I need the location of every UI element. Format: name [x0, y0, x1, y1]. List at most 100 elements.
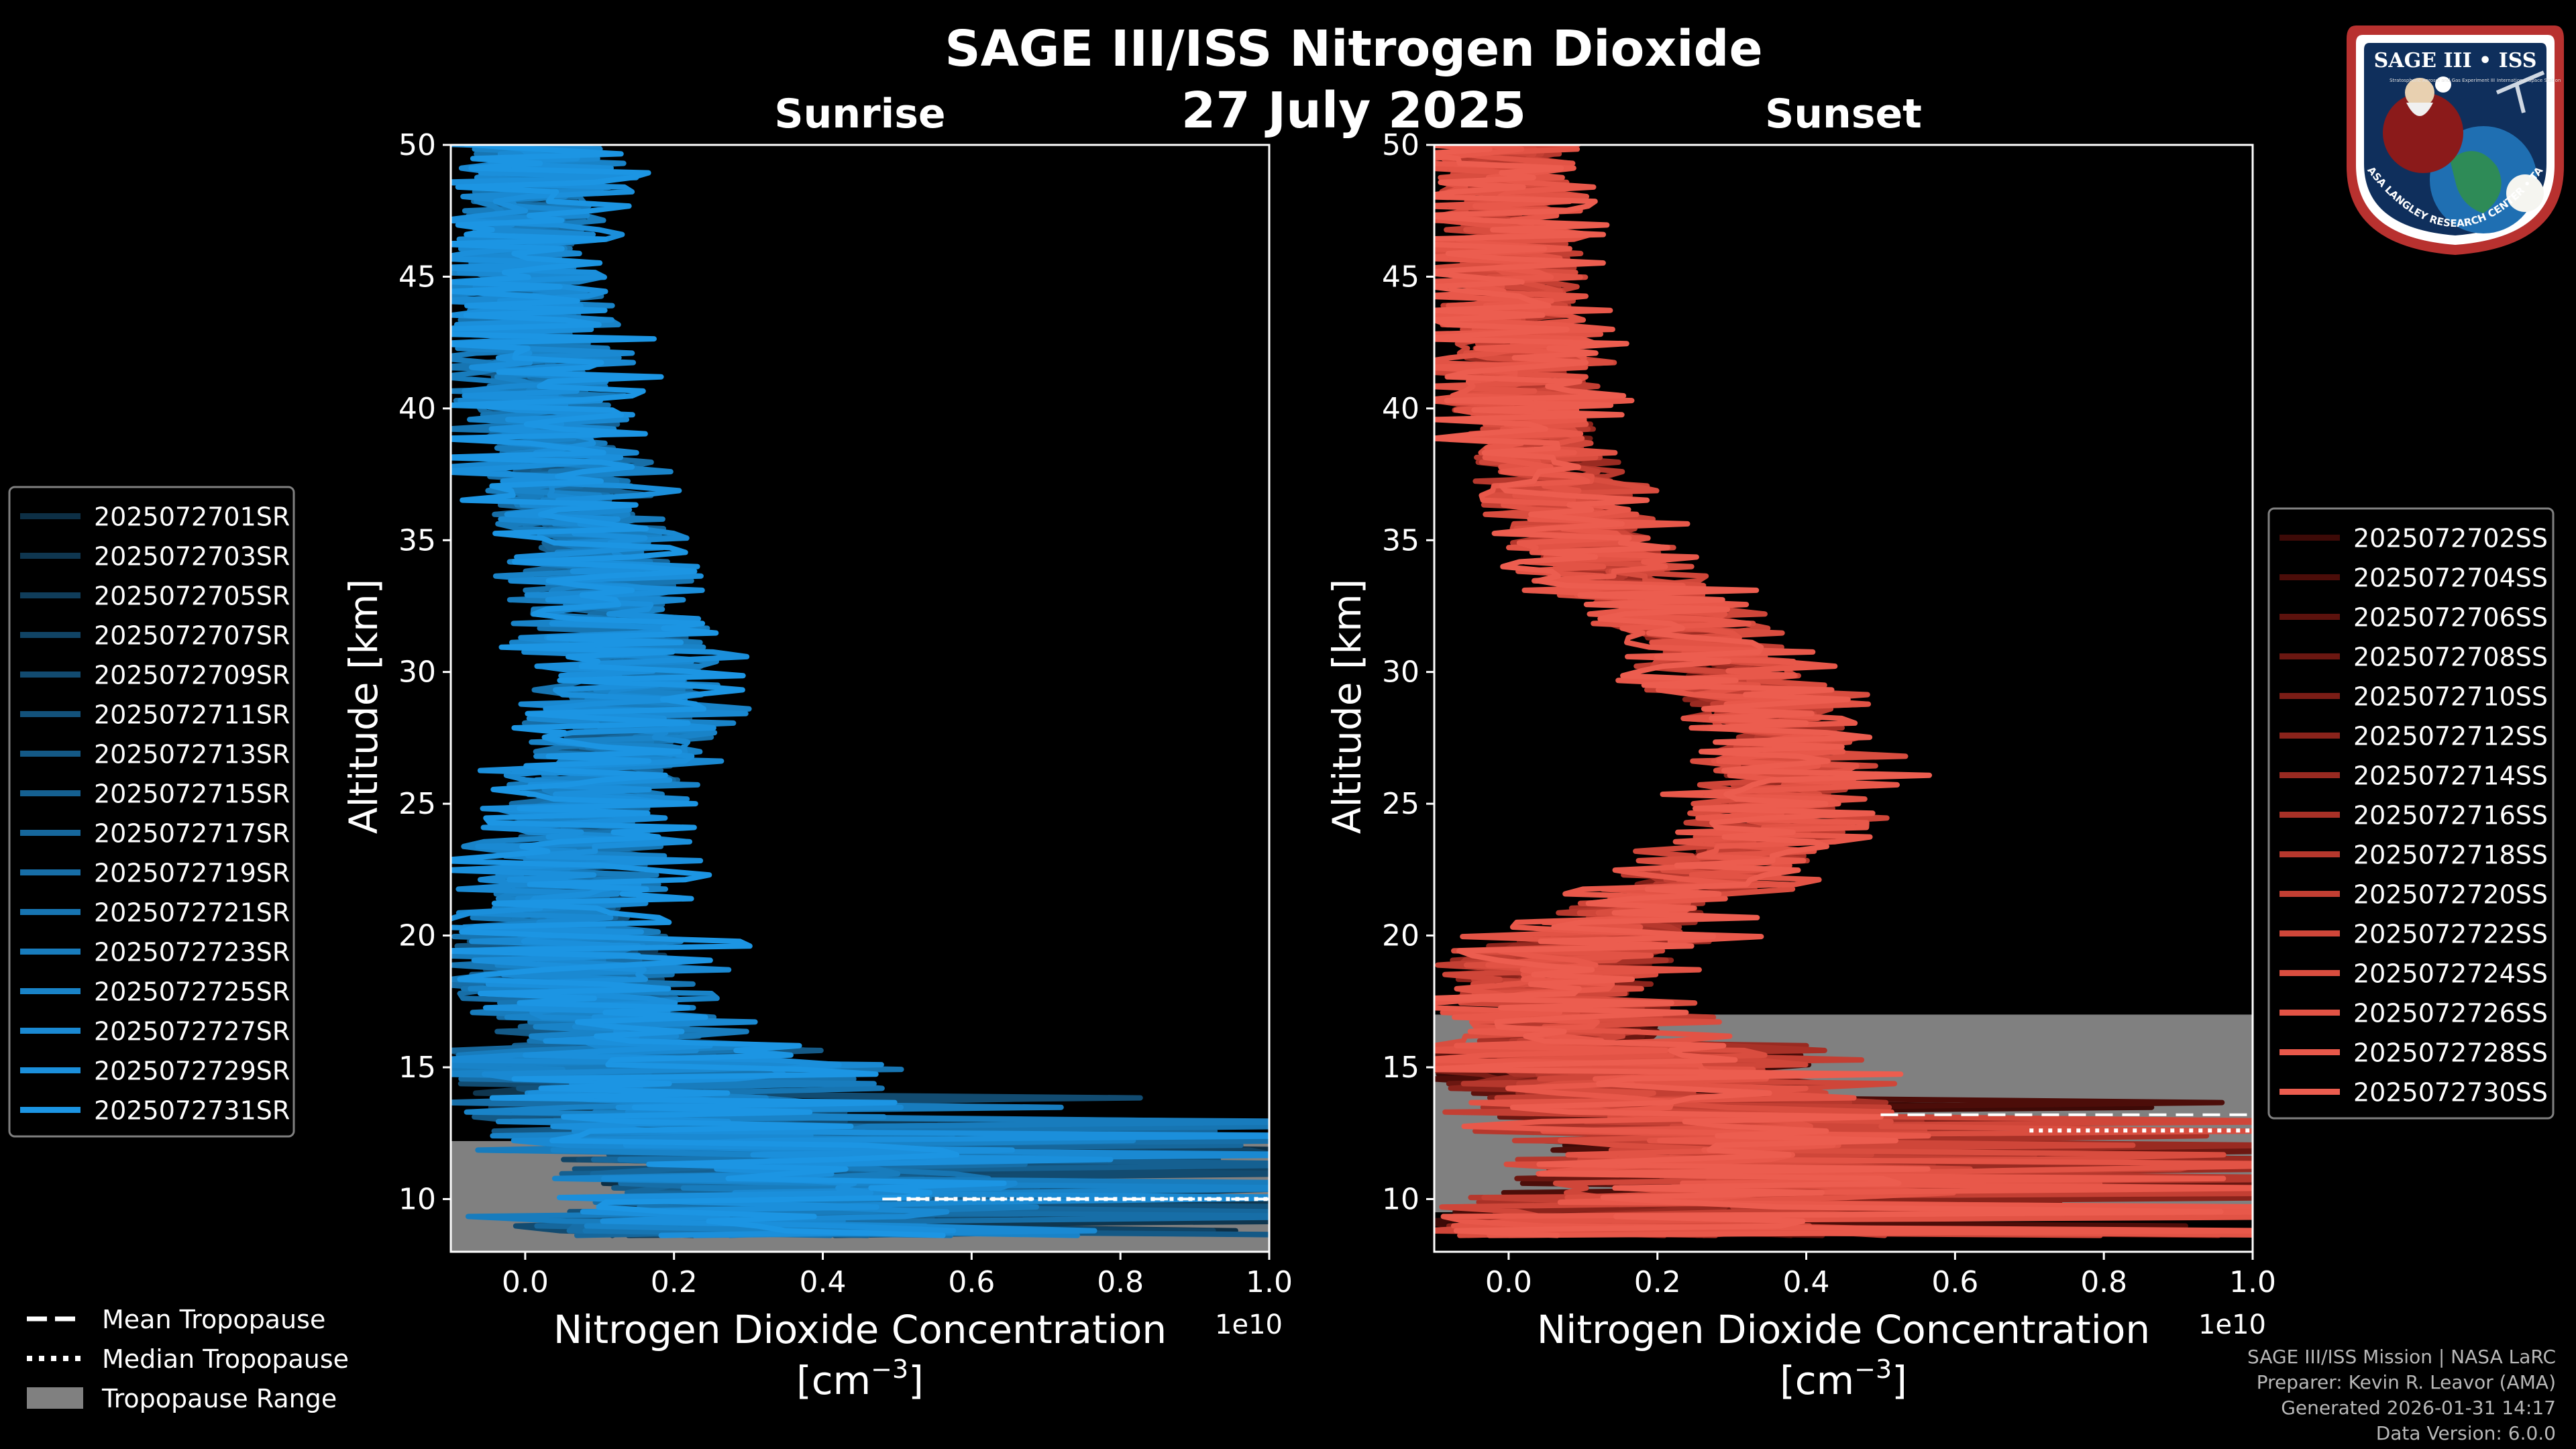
- legend-entry-2025072715SR: 2025072715SR: [94, 780, 290, 809]
- y-tick-label: 50: [398, 128, 436, 162]
- y-tick-label: 15: [1382, 1051, 1419, 1085]
- footer-mission: SAGE III/ISS Mission | NASA LaRC: [2247, 1346, 2556, 1368]
- x-tick-label: 0.4: [800, 1265, 847, 1299]
- x-tick-label: 0.2: [651, 1265, 698, 1299]
- legend-entry-2025072704SS: 2025072704SS: [2353, 564, 2548, 593]
- legend-entry-2025072708SS: 2025072708SS: [2353, 643, 2548, 672]
- x-tick-label: 1.0: [2229, 1265, 2276, 1299]
- legend-box: [2267, 507, 2555, 1120]
- legend-entry-2025072727SR: 2025072727SR: [94, 1017, 290, 1046]
- logo-small-text-right: International Space Station: [2497, 78, 2561, 83]
- sunset-panel: Sunset 10 15 20 25 30 35 40 45 50 0.0 0.2 0.4 0.6 0.8 1…: [1324, 91, 2276, 1403]
- y-tick-label: 35: [398, 523, 436, 557]
- bottom-legend-label: Median Tropopause: [102, 1344, 349, 1374]
- legend-entry-2025072706SS: 2025072706SS: [2353, 603, 2548, 633]
- legend-entry-2025072711SR: 2025072711SR: [94, 700, 290, 730]
- profile-line-2025072729SR: [451, 145, 1269, 1238]
- plot-area: [451, 145, 1269, 1252]
- sage-iii-iss-logo: SAGE III • ISS Stratospheric Aerosol and…: [2339, 3, 2568, 262]
- y-tick-label: 30: [398, 655, 436, 690]
- panel-title: Sunset: [1765, 91, 1922, 138]
- y-tick-label: 40: [1382, 392, 1419, 426]
- legend-entry-2025072712SS: 2025072712SS: [2353, 722, 2548, 751]
- logo-small-text-left: Stratospheric Aerosol and Gas Experiment…: [2390, 78, 2495, 83]
- logo-top-text: SAGE III • ISS: [2374, 49, 2537, 72]
- sunrise-legend: 2025072701SR 2025072703SR 2025072705SR 2025…: [8, 486, 295, 1138]
- figure-title: SAGE III/ISS Nitrogen Dioxide: [945, 20, 1762, 78]
- legend-entry-2025072701SR: 2025072701SR: [94, 502, 290, 532]
- x-tick-label: 0.8: [2080, 1265, 2127, 1299]
- legend-entry-2025072720SS: 2025072720SS: [2353, 880, 2548, 910]
- plot-area: [1434, 145, 2253, 1252]
- y-tick-label: 50: [1382, 128, 1419, 162]
- legend-entry-2025072705SR: 2025072705SR: [94, 582, 290, 611]
- x-tick-label: 0.6: [948, 1265, 995, 1299]
- x-axis-label: Nitrogen Dioxide Concentration: [553, 1307, 1167, 1352]
- legend-entry-2025072723SR: 2025072723SR: [94, 938, 290, 967]
- legend-box: [8, 486, 295, 1138]
- tropopause-legend: Mean Tropopause Median Tropopause Tropopau…: [27, 1305, 349, 1413]
- y-tick-label: 25: [1382, 787, 1419, 821]
- legend-entry-2025072718SS: 2025072718SS: [2353, 841, 2548, 870]
- legend-entry-2025072719SR: 2025072719SR: [94, 859, 290, 888]
- x-offset-text: 1e10: [1215, 1309, 1283, 1340]
- footer-generated: Generated 2026-01-31 14:17: [2281, 1397, 2556, 1419]
- x-tick-label: 0.0: [1485, 1265, 1532, 1299]
- legend-entry-2025072726SS: 2025072726SS: [2353, 999, 2548, 1028]
- x-tick-label: 0.8: [1097, 1265, 1144, 1299]
- y-tick-label: 10: [1382, 1182, 1419, 1216]
- y-tick-label: 45: [1382, 260, 1419, 294]
- legend-entry-2025072728SS: 2025072728SS: [2353, 1038, 2548, 1068]
- x-axis-label: Nitrogen Dioxide Concentration: [1537, 1307, 2150, 1352]
- x-tick-label: 0.6: [1931, 1265, 1978, 1299]
- profile-line-2025072731SR: [451, 145, 1007, 1238]
- legend-entry-2025072731SR: 2025072731SR: [94, 1096, 290, 1126]
- x-tick-label: 0.0: [502, 1265, 549, 1299]
- legend-entry-2025072729SR: 2025072729SR: [94, 1057, 290, 1086]
- legend-entry-2025072717SR: 2025072717SR: [94, 819, 290, 849]
- legend-entry-2025072721SR: 2025072721SR: [94, 898, 290, 928]
- y-tick-label: 25: [398, 787, 436, 821]
- bottom-legend-label: Mean Tropopause: [102, 1305, 325, 1334]
- legend-range-swatch: [27, 1387, 83, 1409]
- legend-entry-2025072703SR: 2025072703SR: [94, 542, 290, 572]
- footer-preparer: Preparer: Kevin R. Leavor (AMA): [2256, 1371, 2556, 1393]
- y-tick-label: 30: [1382, 655, 1419, 690]
- y-tick-label: 45: [398, 260, 436, 294]
- y-tick-label: 10: [398, 1182, 436, 1216]
- footer-data-version: Data Version: 6.0.0: [2375, 1422, 2556, 1444]
- plot-frame: [1433, 144, 2254, 1253]
- x-tick-label: 0.2: [1634, 1265, 1681, 1299]
- legend-entry-2025072713SR: 2025072713SR: [94, 740, 290, 769]
- y-tick-label: 20: [398, 919, 436, 953]
- legend-entry-2025072716SS: 2025072716SS: [2353, 801, 2548, 830]
- x-axis-unit: [cm−3]: [796, 1354, 924, 1403]
- y-tick-label: 40: [398, 392, 436, 426]
- legend-entry-2025072707SR: 2025072707SR: [94, 621, 290, 651]
- legend-entry-2025072710SS: 2025072710SS: [2353, 682, 2548, 712]
- legend-entry-2025072722SS: 2025072722SS: [2353, 920, 2548, 949]
- y-axis-label: Altitude [km]: [341, 579, 386, 834]
- x-axis-unit: [cm−3]: [1780, 1354, 1907, 1403]
- legend-entry-2025072709SR: 2025072709SR: [94, 661, 290, 690]
- y-tick-label: 20: [1382, 919, 1419, 953]
- bottom-legend-label: Tropopause Range: [101, 1384, 337, 1413]
- y-tick-label: 15: [398, 1051, 436, 1085]
- y-axis-label: Altitude [km]: [1324, 579, 1370, 834]
- legend-entry-2025072725SR: 2025072725SR: [94, 977, 290, 1007]
- sunrise-panel: Sunrise 10 15 20 25 30 35 40 45 50 0.0 0.2 0.4 0.6 0.8…: [341, 91, 1293, 1403]
- panel-title: Sunrise: [774, 91, 945, 138]
- y-tick-label: 35: [1382, 523, 1419, 557]
- plot-frame: [449, 144, 1271, 1253]
- sunset-legend: 2025072702SS 2025072704SS 2025072706SS 2025…: [2267, 507, 2555, 1120]
- legend-entry-2025072714SS: 2025072714SS: [2353, 761, 2548, 791]
- legend-entry-2025072730SS: 2025072730SS: [2353, 1078, 2548, 1108]
- x-tick-label: 0.4: [1783, 1265, 1830, 1299]
- x-offset-text: 1e10: [2198, 1309, 2266, 1340]
- profile-line-2025072730SS: [1434, 145, 2224, 1238]
- x-tick-label: 1.0: [1246, 1265, 1293, 1299]
- figure-date: 27 July 2025: [1181, 82, 1526, 140]
- legend-entry-2025072724SS: 2025072724SS: [2353, 959, 2548, 989]
- legend-entry-2025072702SS: 2025072702SS: [2353, 524, 2548, 553]
